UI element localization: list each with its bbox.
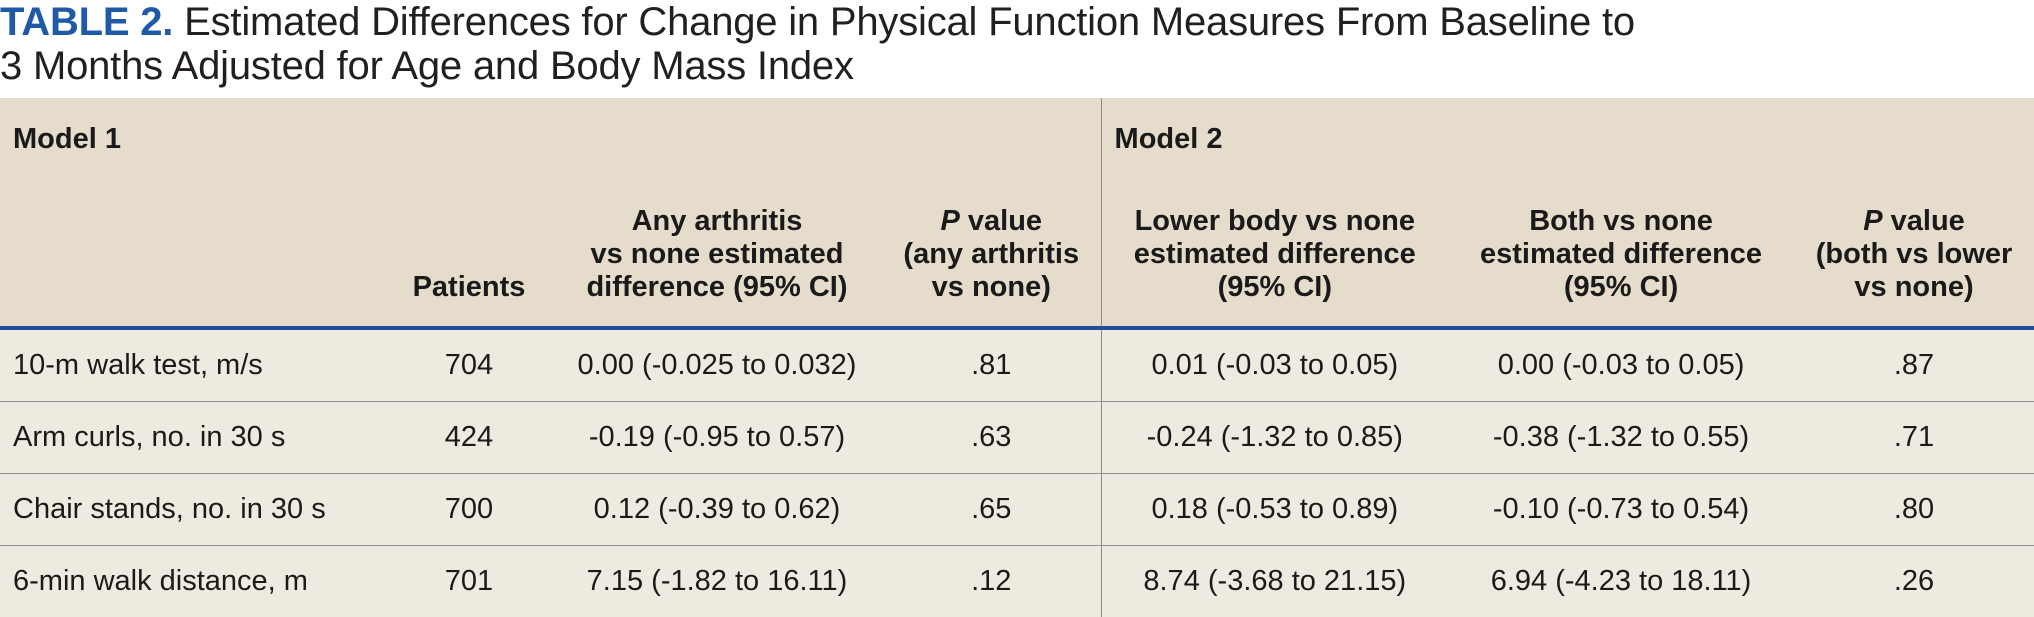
- p-value-both-rest: value: [1883, 205, 1965, 237]
- any-arthritis-header-line2: vs none estimated: [552, 238, 882, 271]
- both-header-line2: estimated difference: [1448, 238, 1794, 271]
- p-both-cell: .71: [1794, 402, 2034, 474]
- lower-body-cell: 0.18 (-0.53 to 0.89): [1101, 474, 1448, 546]
- p-both-cell: .87: [1794, 328, 2034, 402]
- both-cell: 6.94 (-4.23 to 18.11): [1448, 546, 1794, 617]
- title-text-line1: Estimated Differences for Change in Phys…: [184, 0, 1635, 44]
- p-value-both-header: P value (both vs lower vs none): [1794, 170, 2034, 328]
- p-italic-2: P: [1863, 205, 1882, 237]
- model-header-row: Model 1 Model 2: [0, 98, 2034, 170]
- table-row: 6-min walk distance, m 701 7.15 (-1.82 t…: [0, 546, 2034, 617]
- p-any-cell: .65: [882, 474, 1101, 546]
- both-cell: -0.38 (-1.32 to 0.55): [1448, 402, 1794, 474]
- p-both-cell: .26: [1794, 546, 2034, 617]
- p-any-cell: .12: [882, 546, 1101, 617]
- table-row: Arm curls, no. in 30 s 424 -0.19 (-0.95 …: [0, 402, 2034, 474]
- table-label: TABLE 2.: [0, 0, 173, 44]
- measure-cell: 6-min walk distance, m: [0, 546, 386, 617]
- lower-body-cell: 8.74 (-3.68 to 21.15): [1101, 546, 1448, 617]
- both-header-line1: Both vs none: [1448, 205, 1794, 238]
- model-2-header: Model 2: [1101, 98, 2034, 170]
- lower-body-header: Lower body vs none estimated difference …: [1101, 170, 1448, 328]
- measure-cell: 10-m walk test, m/s: [0, 328, 386, 402]
- lower-body-header-line1: Lower body vs none: [1102, 205, 1449, 238]
- both-cell: 0.00 (-0.03 to 0.05): [1448, 328, 1794, 402]
- p-both-cell: .80: [1794, 474, 2034, 546]
- results-table: Model 1 Model 2 Patients Any arthritis v…: [0, 98, 2034, 617]
- both-cell: -0.10 (-0.73 to 0.54): [1448, 474, 1794, 546]
- any-arthritis-cell: -0.19 (-0.95 to 0.57): [552, 402, 882, 474]
- any-arthritis-cell: 7.15 (-1.82 to 16.11): [552, 546, 882, 617]
- patients-cell: 704: [386, 328, 552, 402]
- patients-cell: 701: [386, 546, 552, 617]
- any-arthritis-cell: 0.12 (-0.39 to 0.62): [552, 474, 882, 546]
- any-arthritis-header-line3: difference (95% CI): [552, 271, 882, 304]
- p-value-both-line2: (both vs lower: [1794, 238, 2034, 271]
- patients-cell: 424: [386, 402, 552, 474]
- model-1-header: Model 1: [0, 98, 1101, 170]
- any-arthritis-cell: 0.00 (-0.025 to 0.032): [552, 328, 882, 402]
- table-row: 10-m walk test, m/s 704 0.00 (-0.025 to …: [0, 328, 2034, 402]
- measure-header: [0, 170, 386, 328]
- patients-cell: 700: [386, 474, 552, 546]
- both-header: Both vs none estimated difference (95% C…: [1448, 170, 1794, 328]
- both-header-line3: (95% CI): [1448, 271, 1794, 304]
- lower-body-header-line2: estimated difference: [1102, 238, 1449, 271]
- p-value-any-header: P value (any arthritis vs none): [882, 170, 1101, 328]
- lower-body-cell: -0.24 (-1.32 to 0.85): [1101, 402, 1448, 474]
- p-any-cell: .63: [882, 402, 1101, 474]
- any-arthritis-header: Any arthritis vs none estimated differen…: [552, 170, 882, 328]
- lower-body-header-line3: (95% CI): [1102, 271, 1449, 304]
- column-header-row: Patients Any arthritis vs none estimated…: [0, 170, 2034, 328]
- p-italic: P: [940, 205, 959, 237]
- lower-body-cell: 0.01 (-0.03 to 0.05): [1101, 328, 1448, 402]
- p-value-any-rest: value: [960, 205, 1042, 237]
- any-arthritis-header-line1: Any arthritis: [552, 205, 882, 238]
- p-value-any-line2: (any arthritis: [882, 238, 1101, 271]
- table-row: Chair stands, no. in 30 s 700 0.12 (-0.3…: [0, 474, 2034, 546]
- p-any-cell: .81: [882, 328, 1101, 402]
- measure-cell: Chair stands, no. in 30 s: [0, 474, 386, 546]
- patients-header: Patients: [386, 170, 552, 328]
- p-value-any-line3: vs none): [882, 271, 1101, 304]
- measure-cell: Arm curls, no. in 30 s: [0, 402, 386, 474]
- table-title: TABLE 2. Estimated Differences for Chang…: [0, 0, 2034, 98]
- title-text-line2: 3 Months Adjusted for Age and Body Mass …: [0, 44, 854, 88]
- p-value-both-line3: vs none): [1794, 271, 2034, 304]
